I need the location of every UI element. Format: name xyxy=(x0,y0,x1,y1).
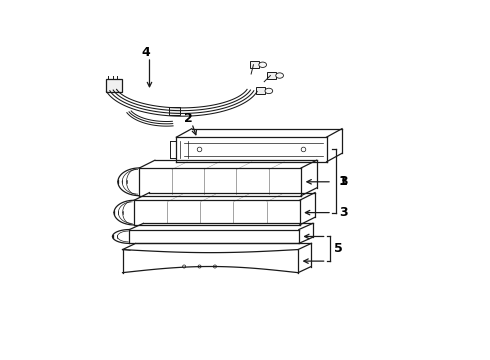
Text: 3: 3 xyxy=(339,206,347,219)
Bar xyxy=(169,107,179,115)
Bar xyxy=(267,72,276,78)
Ellipse shape xyxy=(259,62,267,67)
Text: 2: 2 xyxy=(184,112,193,125)
Text: 5: 5 xyxy=(334,242,342,255)
Bar xyxy=(249,61,259,68)
Text: 1: 1 xyxy=(339,175,348,188)
Bar xyxy=(256,87,265,94)
Text: 3: 3 xyxy=(339,175,347,188)
Bar xyxy=(106,80,122,92)
Text: 4: 4 xyxy=(141,46,150,59)
Ellipse shape xyxy=(276,73,284,78)
Ellipse shape xyxy=(265,88,273,94)
